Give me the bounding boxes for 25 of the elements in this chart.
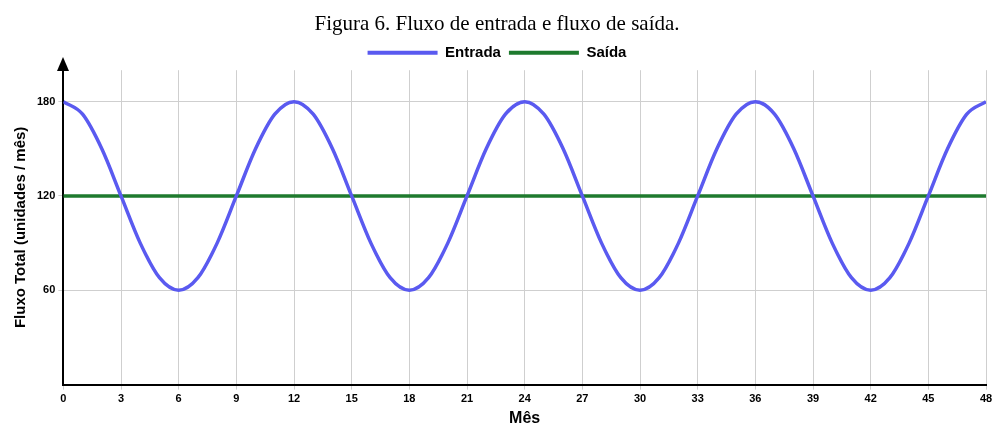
x-tick-label: 18 [403,392,416,405]
x-axis-title: Mês [509,408,541,426]
y-tick-label: 120 [36,188,56,201]
x-tick-label: 45 [922,392,935,405]
x-tick-label: 21 [460,392,474,405]
x-tick-label: 36 [749,392,762,405]
x-tick-label: 39 [806,392,820,405]
x-tick-label: 0 [60,392,67,405]
x-tick-label: 3 [117,392,125,405]
x-tick-label: 42 [864,392,877,405]
x-tick-label: 33 [691,392,704,405]
legend-label: Saída [586,42,628,60]
legend-label: Entrada [445,42,502,60]
x-tick-label: 27 [576,392,589,405]
y-tick-label: 60 [43,283,56,296]
chart-title: Figura 6. Fluxo de entrada e fluxo de saída. [314,11,680,36]
y-tick-label: 180 [36,94,56,107]
x-tick-label: 30 [633,392,647,405]
x-tick-label: 48 [979,392,993,405]
x-tick-label: 15 [345,392,358,405]
x-tick-label: 24 [518,392,532,405]
y-axis-title: Fluxo Total (unidades / mês) [11,126,29,329]
x-tick-label: 9 [233,392,240,405]
x-tick-label: 6 [175,392,182,405]
x-tick-label: 12 [287,392,301,405]
